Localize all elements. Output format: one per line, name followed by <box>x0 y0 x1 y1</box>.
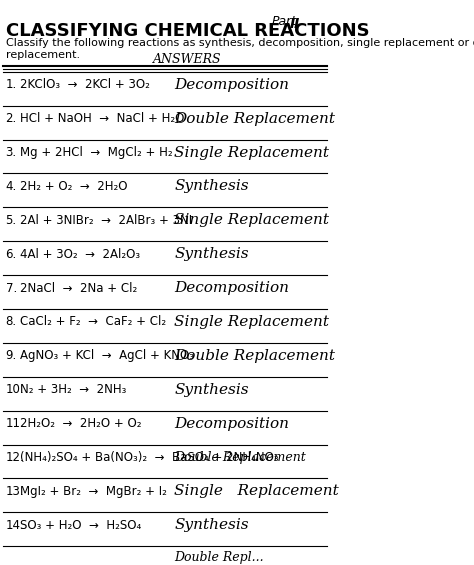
Text: N₂ + 3H₂  →  2NH₃: N₂ + 3H₂ → 2NH₃ <box>19 383 126 396</box>
Text: ANSWERS: ANSWERS <box>154 53 222 66</box>
Text: Mg + 2HCl  →  MgCl₂ + H₂: Mg + 2HCl → MgCl₂ + H₂ <box>19 146 172 159</box>
Text: Single Replacement: Single Replacement <box>174 146 329 159</box>
Text: Double Replacement: Double Replacement <box>174 112 335 125</box>
Text: CLASSIFYING CHEMICAL REACTIONS: CLASSIFYING CHEMICAL REACTIONS <box>6 21 369 40</box>
Text: 10.: 10. <box>6 383 24 396</box>
Text: Part: Part <box>272 15 297 28</box>
Text: 2NaCl  →  2Na + Cl₂: 2NaCl → 2Na + Cl₂ <box>19 281 137 294</box>
Text: Double Replacement: Double Replacement <box>174 349 335 363</box>
Text: (NH₄)₂SO₄ + Ba(NO₃)₂  →  BaSO₄ + 2NH₄NO₃: (NH₄)₂SO₄ + Ba(NO₃)₂ → BaSO₄ + 2NH₄NO₃ <box>19 451 278 464</box>
Text: Single   Replacement: Single Replacement <box>174 484 339 498</box>
Text: 2H₂ + O₂  →  2H₂O: 2H₂ + O₂ → 2H₂O <box>19 180 127 193</box>
Text: Decomposition: Decomposition <box>174 416 289 431</box>
Text: Double Replacement: Double Replacement <box>174 451 306 464</box>
Text: Single Replacement: Single Replacement <box>174 315 329 329</box>
Text: 5.: 5. <box>6 214 17 227</box>
Text: HCl + NaOH  →  NaCl + H₂O: HCl + NaOH → NaCl + H₂O <box>19 112 184 125</box>
Text: SO₃ + H₂O  →  H₂SO₄: SO₃ + H₂O → H₂SO₄ <box>19 519 141 532</box>
Text: 2H₂O₂  →  2H₂O + O₂: 2H₂O₂ → 2H₂O + O₂ <box>19 417 141 430</box>
Text: Decomposition: Decomposition <box>174 78 289 92</box>
Text: 11.: 11. <box>6 417 24 430</box>
Text: Synthesis: Synthesis <box>174 180 249 193</box>
Text: 9.: 9. <box>6 349 17 362</box>
Text: 2Al + 3NIBr₂  →  2AlBr₃ + 3NI: 2Al + 3NIBr₂ → 2AlBr₃ + 3NI <box>19 214 191 227</box>
Text: 8.: 8. <box>6 315 17 328</box>
Text: Synthesis: Synthesis <box>174 518 249 532</box>
Text: 2.: 2. <box>6 112 17 125</box>
Text: 3.: 3. <box>6 146 17 159</box>
Text: Classify the following reactions as synthesis, decomposition, single replacement: Classify the following reactions as synt… <box>6 38 474 60</box>
Text: 1.: 1. <box>6 78 17 91</box>
Text: MgI₂ + Br₂  →  MgBr₂ + I₂: MgI₂ + Br₂ → MgBr₂ + I₂ <box>19 485 166 498</box>
Text: Synthesis: Synthesis <box>174 247 249 261</box>
Text: 12.: 12. <box>6 451 24 464</box>
Text: 4.: 4. <box>6 180 17 193</box>
Text: II: II <box>290 17 300 31</box>
Text: 7.: 7. <box>6 281 17 294</box>
Text: Single Replacement: Single Replacement <box>174 214 329 227</box>
Text: Double Repl...: Double Repl... <box>174 551 264 564</box>
Text: AgNO₃ + KCl  →  AgCl + KNO₃: AgNO₃ + KCl → AgCl + KNO₃ <box>19 349 193 362</box>
Text: 14.: 14. <box>6 519 24 532</box>
Text: CaCl₂ + F₂  →  CaF₂ + Cl₂: CaCl₂ + F₂ → CaF₂ + Cl₂ <box>19 315 165 328</box>
Text: Decomposition: Decomposition <box>174 281 289 295</box>
Text: Synthesis: Synthesis <box>174 383 249 397</box>
Text: 13.: 13. <box>6 485 24 498</box>
Text: 2KClO₃  →  2KCl + 3O₂: 2KClO₃ → 2KCl + 3O₂ <box>19 78 149 91</box>
Text: 6.: 6. <box>6 247 17 260</box>
Text: 4Al + 3O₂  →  2Al₂O₃: 4Al + 3O₂ → 2Al₂O₃ <box>19 247 140 260</box>
